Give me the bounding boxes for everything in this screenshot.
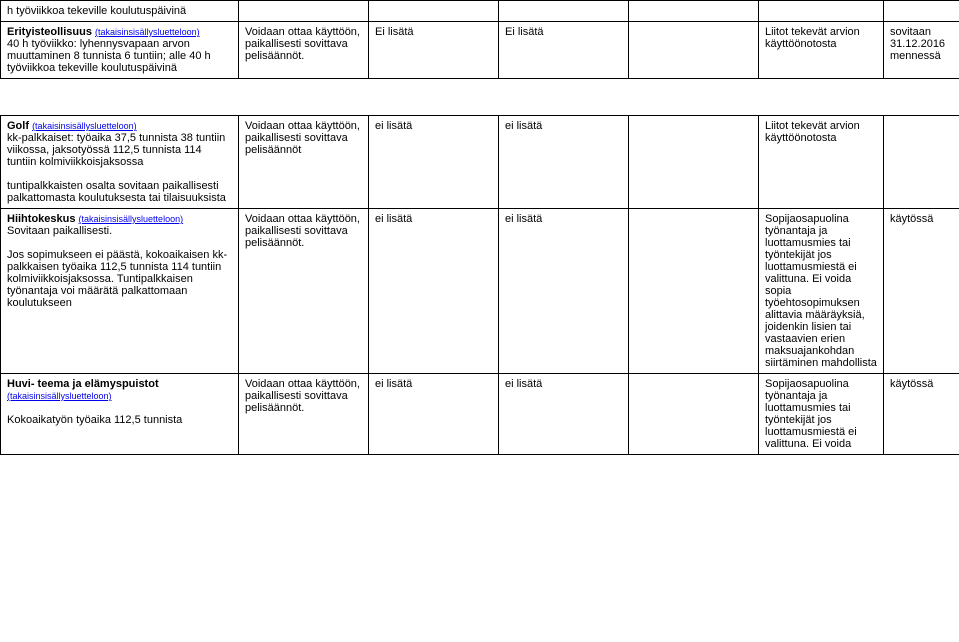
- cell-c2: Voidaan ottaa käyttöön, paikallisesti so…: [239, 22, 369, 79]
- row-text: Sovitaan paikallisesti. Jos sopimukseen …: [7, 225, 227, 309]
- cell-c2: Voidaan ottaa käyttöön, paikallisesti so…: [239, 116, 369, 209]
- cell-c5: [629, 374, 759, 455]
- cell-c3: Ei lisätä: [369, 22, 499, 79]
- cell-c6: [759, 1, 884, 22]
- back-to-toc-link[interactable]: (takaisinsisällysluetteloon): [79, 214, 184, 224]
- row-title: Huvi- teema ja elämyspuistot: [7, 378, 159, 390]
- cell-c4: ei lisätä: [499, 374, 629, 455]
- cell-c4: [499, 1, 629, 22]
- description-cell: Huvi- teema ja elämyspuistot (takaisinsi…: [1, 374, 239, 455]
- back-to-toc-link[interactable]: (takaisinsisällysluetteloon): [32, 121, 137, 131]
- description-cell: h työviikkoa tekeville koulutuspäivinä: [1, 1, 239, 22]
- spacer-cell: [1, 79, 959, 116]
- cell-c3: ei lisätä: [369, 116, 499, 209]
- table-row: Hiihtokeskus (takaisinsisällysluetteloon…: [1, 209, 959, 374]
- cell-c4: Ei lisätä: [499, 22, 629, 79]
- cell-c5: [629, 1, 759, 22]
- back-to-toc-link[interactable]: (takaisinsisällysluetteloon): [95, 27, 200, 37]
- description-cell: Erityisteollisuus (takaisinsisällysluett…: [1, 22, 239, 79]
- row-text: kk-palkkaiset: työaika 37,5 tunnista 38 …: [7, 132, 226, 204]
- cell-c7: käytössä: [884, 209, 959, 374]
- cell-c6: Liitot tekevät arvion käyttöönotosta: [759, 22, 884, 79]
- row-title: Erityisteollisuus: [7, 26, 95, 38]
- table-row: [1, 79, 959, 116]
- cell-c2: Voidaan ottaa käyttöön, paikallisesti so…: [239, 209, 369, 374]
- cell-c2: [239, 1, 369, 22]
- cell-c7: käytössä: [884, 374, 959, 455]
- row-text: Kokoaikatyön työaika 112,5 tunnista: [7, 414, 182, 426]
- row-text: h työviikkoa tekeville koulutuspäivinä: [7, 5, 186, 17]
- table-row: Erityisteollisuus (takaisinsisällysluett…: [1, 22, 959, 79]
- row-title: Hiihtokeskus: [7, 213, 79, 225]
- cell-c4: ei lisätä: [499, 116, 629, 209]
- table-row: h työviikkoa tekeville koulutuspäivinä: [1, 1, 959, 22]
- cell-c5: [629, 22, 759, 79]
- cell-c7: [884, 1, 959, 22]
- description-cell: Hiihtokeskus (takaisinsisällysluetteloon…: [1, 209, 239, 374]
- cell-c5: [629, 116, 759, 209]
- cell-c4: ei lisätä: [499, 209, 629, 374]
- back-to-toc-link[interactable]: (takaisinsisällysluetteloon): [7, 391, 112, 401]
- table-row: Golf (takaisinsisällysluetteloon) kk-pal…: [1, 116, 959, 209]
- cell-c3: ei lisätä: [369, 374, 499, 455]
- cell-c2: Voidaan ottaa käyttöön, paikallisesti so…: [239, 374, 369, 455]
- cell-c5: [629, 209, 759, 374]
- description-cell: Golf (takaisinsisällysluetteloon) kk-pal…: [1, 116, 239, 209]
- cell-c6: Sopijaosapuolina työnantaja ja luottamus…: [759, 209, 884, 374]
- row-text: 40 h työviikko: lyhennysvapaan arvon muu…: [7, 38, 211, 74]
- row-title: Golf: [7, 120, 32, 132]
- table-row: Huvi- teema ja elämyspuistot (takaisinsi…: [1, 374, 959, 455]
- cell-c3: [369, 1, 499, 22]
- cell-c6: Sopijaosapuolina työnantaja ja luottamus…: [759, 374, 884, 455]
- cell-c6: Liitot tekevät arvion käyttöönotosta: [759, 116, 884, 209]
- cell-c7: sovitaan 31.12.2016 mennessä: [884, 22, 959, 79]
- cell-c3: ei lisätä: [369, 209, 499, 374]
- cell-c7: [884, 116, 959, 209]
- collective-agreement-table: h työviikkoa tekeville koulutuspäivinä Er…: [0, 0, 959, 455]
